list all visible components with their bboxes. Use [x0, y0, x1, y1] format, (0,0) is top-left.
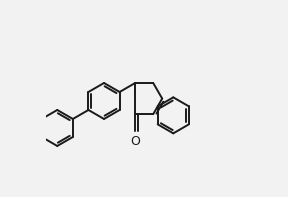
Text: O: O	[130, 135, 140, 148]
